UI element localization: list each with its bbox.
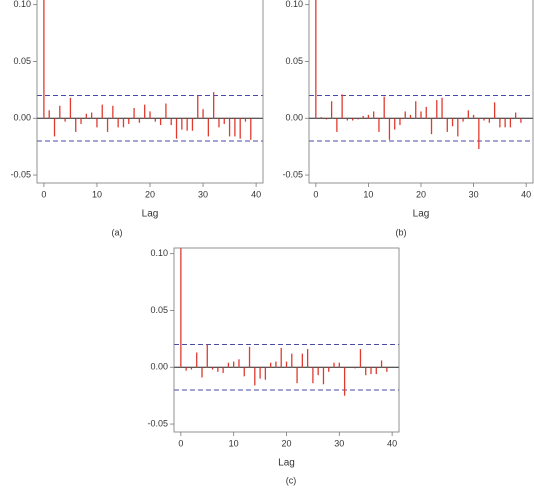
x-tick-label: 0	[178, 438, 183, 448]
plot-area	[37, 0, 263, 142]
plot-frame	[173, 247, 400, 433]
x-tick-label: 0	[313, 189, 318, 199]
y-tick-label: 0.10	[13, 0, 31, 9]
x-axis-label: Lag	[278, 458, 295, 469]
x-tick-label: 40	[251, 189, 261, 199]
y-tick-label: 0.10	[150, 248, 168, 258]
x-tick-label: 10	[229, 438, 239, 448]
y-tick-label: 0.05	[285, 56, 303, 66]
panel-caption: (c)	[286, 475, 297, 485]
x-tick-label: 20	[145, 189, 155, 199]
y-tick-label: -0.05	[147, 418, 168, 428]
y-tick-label: 0.05	[150, 305, 168, 315]
y-tick-label: -0.05	[10, 169, 31, 179]
x-tick-label: 30	[198, 189, 208, 199]
plot-frame	[308, 0, 534, 184]
acf-panel: 0.10 0.05 0.00 -0.05 0 10 20 30 40 Lag (b)	[282, 0, 534, 237]
x-tick-label: 20	[281, 438, 291, 448]
x-tick-label: 30	[469, 189, 479, 199]
x-axis-label: Lag	[142, 209, 159, 220]
y-tick-label: 0.00	[13, 113, 31, 123]
y-tick-label: 0.10	[285, 0, 303, 9]
y-tick-label: 0.00	[285, 113, 303, 123]
y-tick-label: 0.05	[13, 56, 31, 66]
panel-caption: (a)	[112, 227, 123, 237]
x-axis-label: Lag	[413, 209, 430, 220]
plot-area	[309, 0, 533, 149]
x-tick-label: 10	[92, 189, 102, 199]
acf-panel: 0.10 0.05 0.00 -0.05 0 10 20 30 40 Lag (c)	[147, 247, 400, 485]
x-tick-label: 0	[41, 189, 46, 199]
plot-frame	[36, 0, 264, 184]
x-tick-label: 40	[521, 189, 531, 199]
x-tick-label: 10	[363, 189, 373, 199]
plot-area	[174, 248, 399, 396]
y-tick-label: 0.00	[150, 362, 168, 372]
y-tick-label: -0.05	[282, 169, 303, 179]
x-tick-label: 30	[334, 438, 344, 448]
panel-caption: (b)	[396, 227, 407, 237]
x-tick-label: 20	[416, 189, 426, 199]
acf-panel: 0.10 0.05 0.00 -0.05 0 10 20 30 40 Lag (a)	[10, 0, 264, 237]
x-tick-label: 40	[387, 438, 397, 448]
